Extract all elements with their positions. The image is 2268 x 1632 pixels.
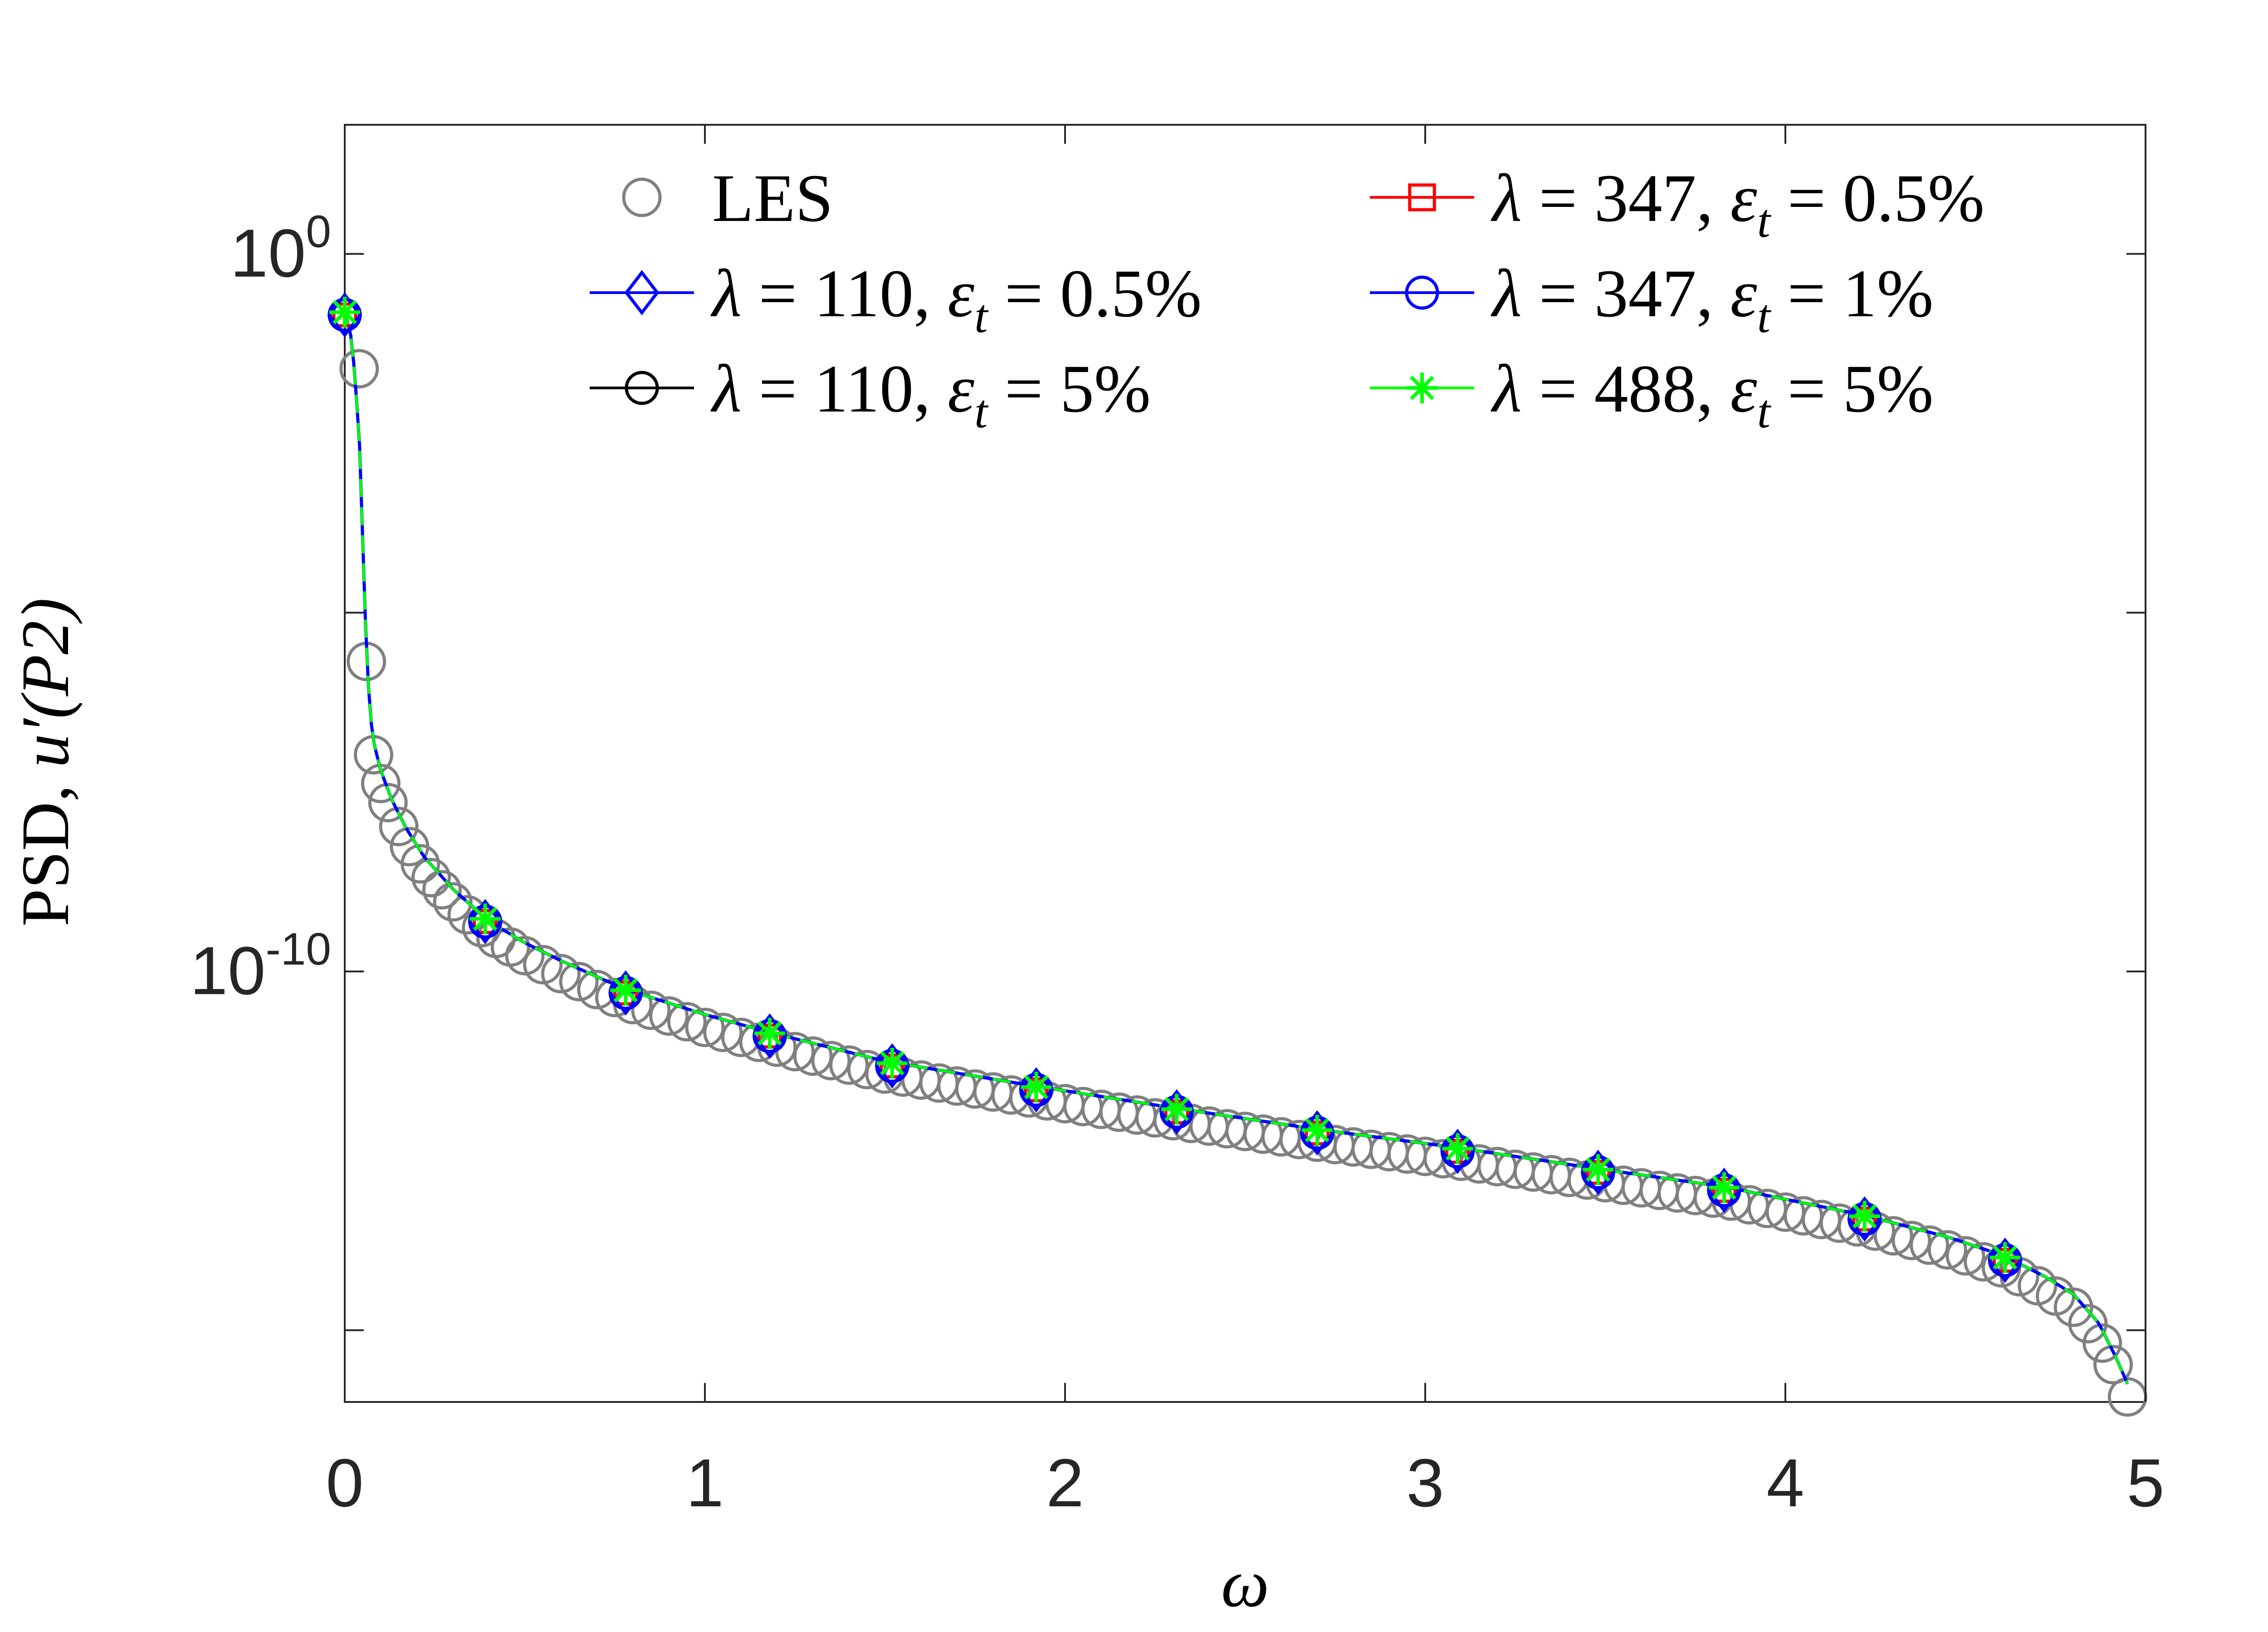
- y-axis-label-prefix: PSD,: [8, 768, 83, 926]
- plot-area: [344, 124, 2146, 1403]
- legend-label: λ = 488, εt = 5%: [1491, 351, 1933, 438]
- les-point: [685, 1007, 725, 1047]
- legend-entry-s347_05: λ = 347, εt = 0.5%: [1370, 161, 1984, 247]
- x-tick-label: 1: [686, 1445, 723, 1521]
- marker-110-05: [752, 1013, 787, 1059]
- les-point: [2068, 1304, 2108, 1343]
- marker-488-5: [329, 297, 360, 328]
- y-axis-label-math: u′(P2): [8, 598, 83, 768]
- x-tick-label: 0: [326, 1445, 363, 1521]
- legend-label: λ = 347, εt = 0.5%: [1491, 161, 1984, 247]
- legend-entry-s110_5: λ = 110, εt = 5%: [590, 351, 1151, 438]
- marker-110-05: [327, 292, 362, 338]
- model-markers: [327, 292, 2023, 1283]
- marker-488-5: [1709, 1172, 1740, 1203]
- marker-110-05: [1987, 1237, 2023, 1283]
- les-point: [1945, 1236, 1985, 1276]
- legend-entry-les: LES: [622, 161, 833, 236]
- marker-488-5: [1301, 1114, 1333, 1146]
- marker-110-05: [1019, 1067, 1054, 1113]
- marker-110-05: [1580, 1149, 1616, 1195]
- les-point: [379, 807, 419, 847]
- axes: 0 1 2 3 4 5 100 10-10: [190, 125, 2165, 1521]
- legend-entry-s347_1: λ = 347, εt = 1%: [1370, 256, 1933, 343]
- marker-110-05: [1300, 1110, 1335, 1156]
- les-point: [1873, 1216, 1913, 1256]
- marker-488-5: [876, 1048, 908, 1079]
- les-point: [368, 783, 408, 823]
- x-tick-label: 3: [1406, 1445, 1444, 1521]
- marker-110-05: [1847, 1196, 1882, 1242]
- x-tick-label: 2: [1046, 1445, 1084, 1521]
- marker-110-05: [608, 970, 643, 1016]
- marker-488-5: [1161, 1093, 1193, 1125]
- x-axis-label: ω: [1221, 1546, 1269, 1621]
- les-point: [505, 936, 545, 975]
- legend-label: λ = 347, εt = 1%: [1491, 256, 1933, 343]
- x-tick-label: 5: [2126, 1445, 2164, 1521]
- legend-entry-s110_05: λ = 110, εt = 0.5%: [590, 256, 1202, 343]
- les-point: [829, 1045, 869, 1085]
- marker-110-05: [468, 899, 503, 945]
- marker-110-05: [1440, 1128, 1475, 1174]
- legend: LES λ = 347, εt = 0.5%λ = 110, εt = 0.5% λ…: [590, 161, 1984, 438]
- les-point: [793, 1036, 833, 1076]
- les-point: [811, 1041, 851, 1081]
- y-tick-label: 10-10: [190, 924, 331, 1009]
- marker-110-05: [875, 1043, 910, 1089]
- les-point: [649, 996, 689, 1036]
- les-point: [339, 349, 379, 389]
- marker-488-5: [469, 903, 501, 935]
- les-point: [433, 882, 473, 922]
- les-point: [1892, 1220, 1931, 1260]
- marker-488-5: [610, 975, 641, 1006]
- legend-marker: [625, 371, 659, 405]
- x-tick-label: 4: [1766, 1445, 1804, 1521]
- les-point: [775, 1032, 815, 1072]
- marker-110-05: [1159, 1089, 1194, 1135]
- legend-marker: [1405, 275, 1439, 310]
- marker-488-5: [1583, 1154, 1614, 1185]
- marker-110-05: [1706, 1167, 1742, 1213]
- legend-label: λ = 110, εt = 5%: [710, 351, 1151, 438]
- svg-text:PSD, u′(P2): PSD, u′(P2): [8, 598, 83, 927]
- y-axis-label: PSD, u′(P2): [8, 598, 83, 927]
- les-point: [631, 990, 671, 1030]
- legend-label: λ = 110, εt = 0.5%: [710, 256, 1202, 343]
- les-point: [1910, 1225, 1950, 1265]
- les-point: [1927, 1230, 1967, 1270]
- les-point: [541, 954, 581, 994]
- marker-488-5: [1021, 1072, 1052, 1103]
- les-point: [2093, 1345, 2133, 1385]
- les-point: [2082, 1323, 2122, 1363]
- les-point: [667, 1002, 707, 1042]
- legend-marker: [1407, 372, 1437, 403]
- legend-label: LES: [712, 161, 833, 236]
- marker-488-5: [754, 1018, 785, 1049]
- y-tick-label: 100: [230, 206, 331, 291]
- les-point: [523, 945, 563, 985]
- legend-marker: [624, 270, 660, 315]
- les-point: [401, 844, 440, 884]
- legend-marker: [1408, 183, 1436, 211]
- legend-entry-s488_5: λ = 488, εt = 5%: [1370, 351, 1933, 438]
- les-point: [703, 1012, 743, 1052]
- legend-marker: [622, 177, 662, 217]
- les-point: [422, 870, 462, 910]
- marker-488-5: [1442, 1133, 1473, 1164]
- les-point: [559, 961, 599, 1001]
- les-point: [411, 858, 451, 897]
- marker-488-5: [1849, 1201, 1880, 1232]
- marker-488-5: [1989, 1242, 2021, 1273]
- les-series: [339, 349, 2147, 1417]
